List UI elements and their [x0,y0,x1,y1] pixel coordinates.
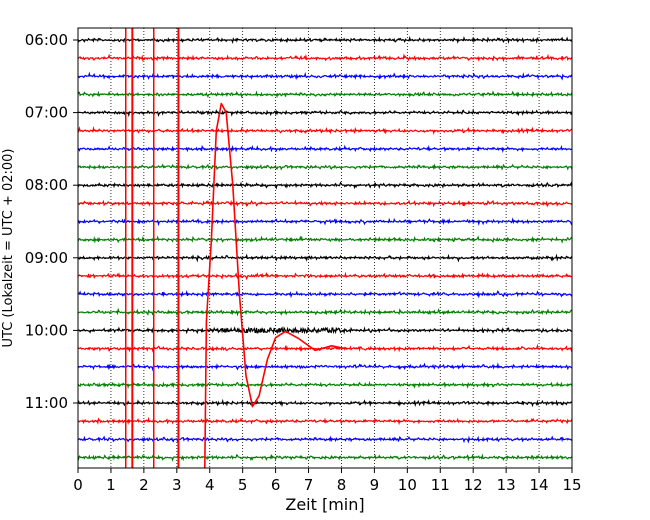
event-overlay [125,28,345,469]
y-tick-label: 10:00 [25,321,68,339]
x-tick-label: 7 [304,476,314,494]
event-wave [204,102,345,469]
trace-8 [77,181,573,190]
trace-21 [77,416,573,426]
x-tick-label: 14 [530,476,549,494]
x-axis-label: Zeit [min] [285,495,364,514]
trace-18 [77,362,573,372]
trace-12 [77,253,573,263]
y-tick-label: 11:00 [25,394,68,412]
y-tick-label: 08:00 [25,176,68,194]
trace-19 [77,381,573,389]
y-axis-label: UTC (Lokalzeit = UTC + 02:00) [1,149,16,348]
trace-7 [77,163,573,171]
y-axis: 06:00 07:00 08:00 09:00 10:00 11:00 [25,31,78,412]
y-tick-label: 06:00 [25,31,68,49]
trace-9 [77,199,573,208]
x-tick-label: 3 [172,476,182,494]
x-tick-label: 6 [271,476,281,494]
x-tick-label: 8 [337,476,347,494]
x-tick-label: 5 [238,476,248,494]
trace-23 [77,453,573,462]
x-tick-label: 12 [464,476,483,494]
x-tick-label: 10 [398,476,417,494]
trace-3 [77,90,573,99]
trace-0 [77,35,573,45]
trace-15 [77,307,573,317]
traces [77,35,573,462]
trace-16 [77,326,573,335]
x-tick-label: 13 [497,476,516,494]
trace-11 [77,235,573,244]
trace-5 [77,125,573,135]
x-tick-label: 11 [431,476,450,494]
x-tick-label: 1 [106,476,116,494]
plot-area [78,28,572,468]
trace-20 [77,398,573,408]
trace-13 [77,271,573,281]
y-tick-label: 07:00 [25,104,68,122]
x-tick-label: 9 [370,476,380,494]
plot-frame [77,27,573,469]
x-tick-label: 2 [139,476,149,494]
trace-22 [77,435,573,444]
trace-14 [77,289,573,299]
x-axis: 0 1 2 3 4 5 6 7 8 9 10 11 12 13 14 15 [73,468,582,494]
y-tick-label: 09:00 [25,249,68,267]
x-tick-label: 4 [205,476,215,494]
trace-4 [77,108,573,118]
trace-2 [77,71,573,81]
trace-1 [77,53,573,63]
x-tick-label: 0 [73,476,83,494]
trace-6 [77,144,573,154]
trace-10 [77,217,573,227]
x-tick-label: 15 [562,476,581,494]
